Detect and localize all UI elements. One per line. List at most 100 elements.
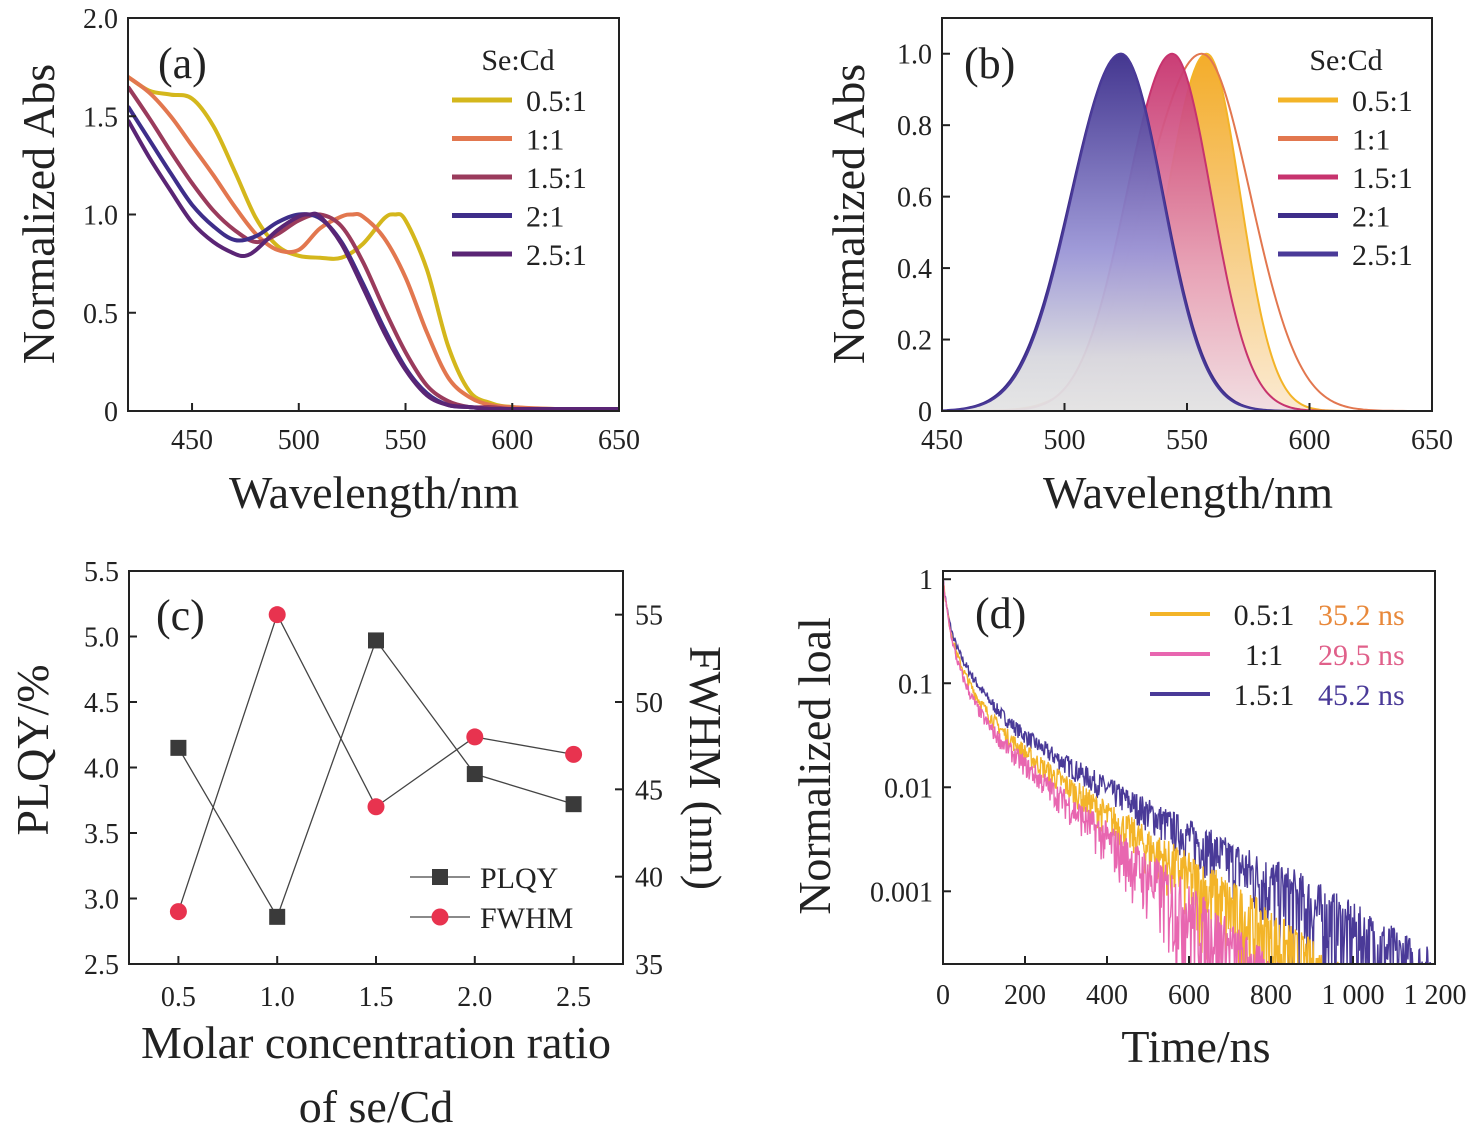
panel-c-ytick-label: 4.0 — [84, 754, 119, 785]
panel-c-point-fwhm — [466, 728, 484, 746]
panel-b-ytick-label: 1.0 — [897, 40, 932, 71]
panel-b-xtick-label: 550 — [1166, 425, 1208, 456]
panel-c-ytick-label: 4.5 — [84, 688, 119, 719]
panel-d-ytick-label: 0.1 — [898, 669, 933, 700]
panel-c-legend-marker — [431, 908, 449, 926]
panel-d-y-ticks: 1 0.1 0.01 0.001 — [870, 565, 951, 908]
panel-c-ytick-label: 3.0 — [84, 885, 119, 916]
panel-b-xlabel: Wavelength/nm — [1043, 467, 1333, 518]
panel-a-series-1-1 — [128, 75, 619, 411]
panel-d-series-layer — [943, 576, 1431, 964]
panel-a-ytick-label: 1.5 — [83, 102, 118, 133]
panel-c-point-plqy — [269, 908, 286, 925]
panel-c-x-ticks: 0.5 1.0 1.5 2.0 2.5 — [161, 956, 591, 1013]
panel-b-legend-label: 0.5:1 — [1352, 85, 1413, 118]
panel-d-xtick-label: 200 — [1004, 980, 1046, 1011]
panel-c-legend-label: PLQY — [480, 862, 558, 895]
panel-c-point-plqy — [565, 796, 582, 813]
panel-c-ytick-label: 5.5 — [84, 557, 119, 588]
panel-d-x-ticks: 0 200 400 600 800 1 000 1 200 — [936, 956, 1467, 1011]
panel-a-xtick-label: 500 — [278, 425, 320, 456]
panel-b-legend: Se:Cd 0.5:1 1:1 1.5:1 2:1 2.5:1 — [1278, 44, 1413, 272]
panel-b: 450 500 550 600 650 0 0.2 0.4 0.6 0.8 1.0 (b) Wav… — [823, 17, 1453, 518]
panel-a-xtick-label: 600 — [491, 425, 533, 456]
panel-c-xtick-label: 1.5 — [359, 982, 394, 1013]
panel-c-ylabel-right: FWHM (nm) — [680, 646, 731, 890]
panel-d-legend-lifetime: 29.5 ns — [1318, 639, 1405, 672]
panel-a-legend-label: 2:1 — [526, 201, 564, 234]
panel-c-right-ytick-label: 45 — [635, 775, 663, 806]
panel-a-legend: Se:Cd 0.5:1 1:1 1.5:1 2:1 2.5:1 — [452, 44, 587, 272]
panel-b-ytick-label: 0.6 — [897, 183, 932, 214]
panel-d-series-0-5-1 — [943, 578, 1339, 964]
panel-c-ytick-label: 3.5 — [84, 819, 119, 850]
panel-a-ylabel: Normalized Abs — [13, 64, 64, 364]
panel-c-right-ytick-label: 55 — [635, 601, 663, 632]
panel-a-legend-label: 1:1 — [526, 124, 564, 157]
panel-a-xtick-label: 550 — [385, 425, 427, 456]
panel-a-xtick-label: 650 — [598, 425, 640, 456]
panel-c-xtick-label: 0.5 — [161, 982, 196, 1013]
panel-c-point-plqy — [466, 766, 483, 783]
panel-a-legend-label: 0.5:1 — [526, 85, 587, 118]
panel-b-legend-label: 2.5:1 — [1352, 239, 1413, 272]
panel-b-series-layer — [942, 52, 1432, 411]
panel-d-label: (d) — [975, 589, 1026, 638]
panel-d-legend-label: 1:1 — [1245, 639, 1283, 672]
panel-d: 0 200 400 600 800 1 000 1 200 1 0.1 0.01 0.001 (d… — [789, 565, 1467, 1072]
panel-a-series-layer — [128, 75, 619, 411]
panel-b-series-1-5-1-fill — [942, 53, 1432, 411]
panel-c-legend-label: FWHM — [480, 902, 573, 935]
panel-b-series-2-1-fill — [942, 53, 1432, 411]
panel-b-ytick-label: 0.2 — [897, 326, 932, 357]
panel-a-legend-label: 2.5:1 — [526, 239, 587, 272]
panel-c-point-fwhm — [169, 903, 187, 921]
panel-a-xlabel: Wavelength/nm — [229, 467, 519, 518]
panel-b-legend-label: 1:1 — [1352, 124, 1390, 157]
panel-d-legend-label: 0.5:1 — [1234, 599, 1295, 632]
panel-b-legend-title: Se:Cd — [1309, 44, 1382, 77]
panel-d-legend-lifetime: 35.2 ns — [1318, 599, 1405, 632]
panel-c-right-ytick-label: 50 — [635, 688, 663, 719]
panel-b-xtick-label: 450 — [921, 425, 963, 456]
panel-b-xtick-label: 600 — [1289, 425, 1331, 456]
panel-b-ytick-label: 0 — [918, 397, 932, 428]
panel-a-ytick-label: 0 — [104, 397, 118, 428]
panel-d-xtick-label: 800 — [1250, 980, 1292, 1011]
panel-d-ytick-label: 0.01 — [884, 773, 933, 804]
panel-c-legend-marker — [432, 869, 448, 885]
panel-b-ytick-label: 0.8 — [897, 111, 932, 142]
panel-c-point-plqy — [170, 739, 187, 756]
panel-c-xlabel: Molar concentration ratio — [141, 1017, 611, 1068]
panel-a-ytick-label: 2.0 — [83, 4, 118, 35]
panel-c-ylabel: PLQY/% — [7, 664, 58, 835]
panel-d-legend-lifetime: 45.2 ns — [1318, 679, 1405, 712]
panel-c-xtick-label: 2.0 — [457, 982, 492, 1013]
panel-a-x-ticks: 450 500 550 600 650 — [171, 403, 640, 456]
panel-c-ytick-label: 2.5 — [84, 950, 119, 981]
panel-c-xtick-label: 1.0 — [260, 982, 295, 1013]
panel-a-ytick-label: 1.0 — [83, 201, 118, 232]
panel-a-ytick-label: 0.5 — [83, 299, 118, 330]
panel-b-y-ticks: 0 0.2 0.4 0.6 0.8 1.0 — [897, 40, 950, 428]
panel-b-series-2-1 — [942, 52, 1432, 411]
panel-d-ylabel: Normalized loal — [789, 617, 840, 915]
panel-b-legend-label: 2:1 — [1352, 201, 1390, 234]
panel-d-ytick-label: 1 — [919, 565, 933, 596]
panel-d-xtick-label: 1 000 — [1322, 980, 1385, 1011]
panel-b-xtick-label: 650 — [1411, 425, 1453, 456]
panel-c-point-fwhm — [268, 606, 286, 624]
panel-d-legend: 0.5:1 35.2 ns 1:1 29.5 ns 1.5:1 45.2 ns — [1150, 599, 1405, 712]
panel-d-xtick-label: 400 — [1086, 980, 1128, 1011]
panel-c-y2-ticks: 35 40 45 50 55 — [615, 601, 663, 981]
panel-b-legend-label: 1.5:1 — [1352, 162, 1413, 195]
panel-c-right-ytick-label: 40 — [635, 863, 663, 894]
panel-c-ytick-label: 5.0 — [84, 623, 119, 654]
panel-b-ylabel: Normalized Abs — [823, 64, 874, 364]
panel-a-series-2-5-1 — [128, 119, 619, 411]
panel-c: 0.5 1.0 1.5 2.0 2.5 2.5 3.0 3.5 4.0 4.5 5.0 5.5 35… — [7, 557, 731, 1132]
panel-d-xtick-label: 1 200 — [1404, 980, 1467, 1011]
panel-c-xlabel-line2: of se/Cd — [299, 1081, 454, 1132]
panel-d-xlabel: Time/ns — [1121, 1021, 1270, 1072]
panel-a-label: (a) — [158, 39, 207, 88]
